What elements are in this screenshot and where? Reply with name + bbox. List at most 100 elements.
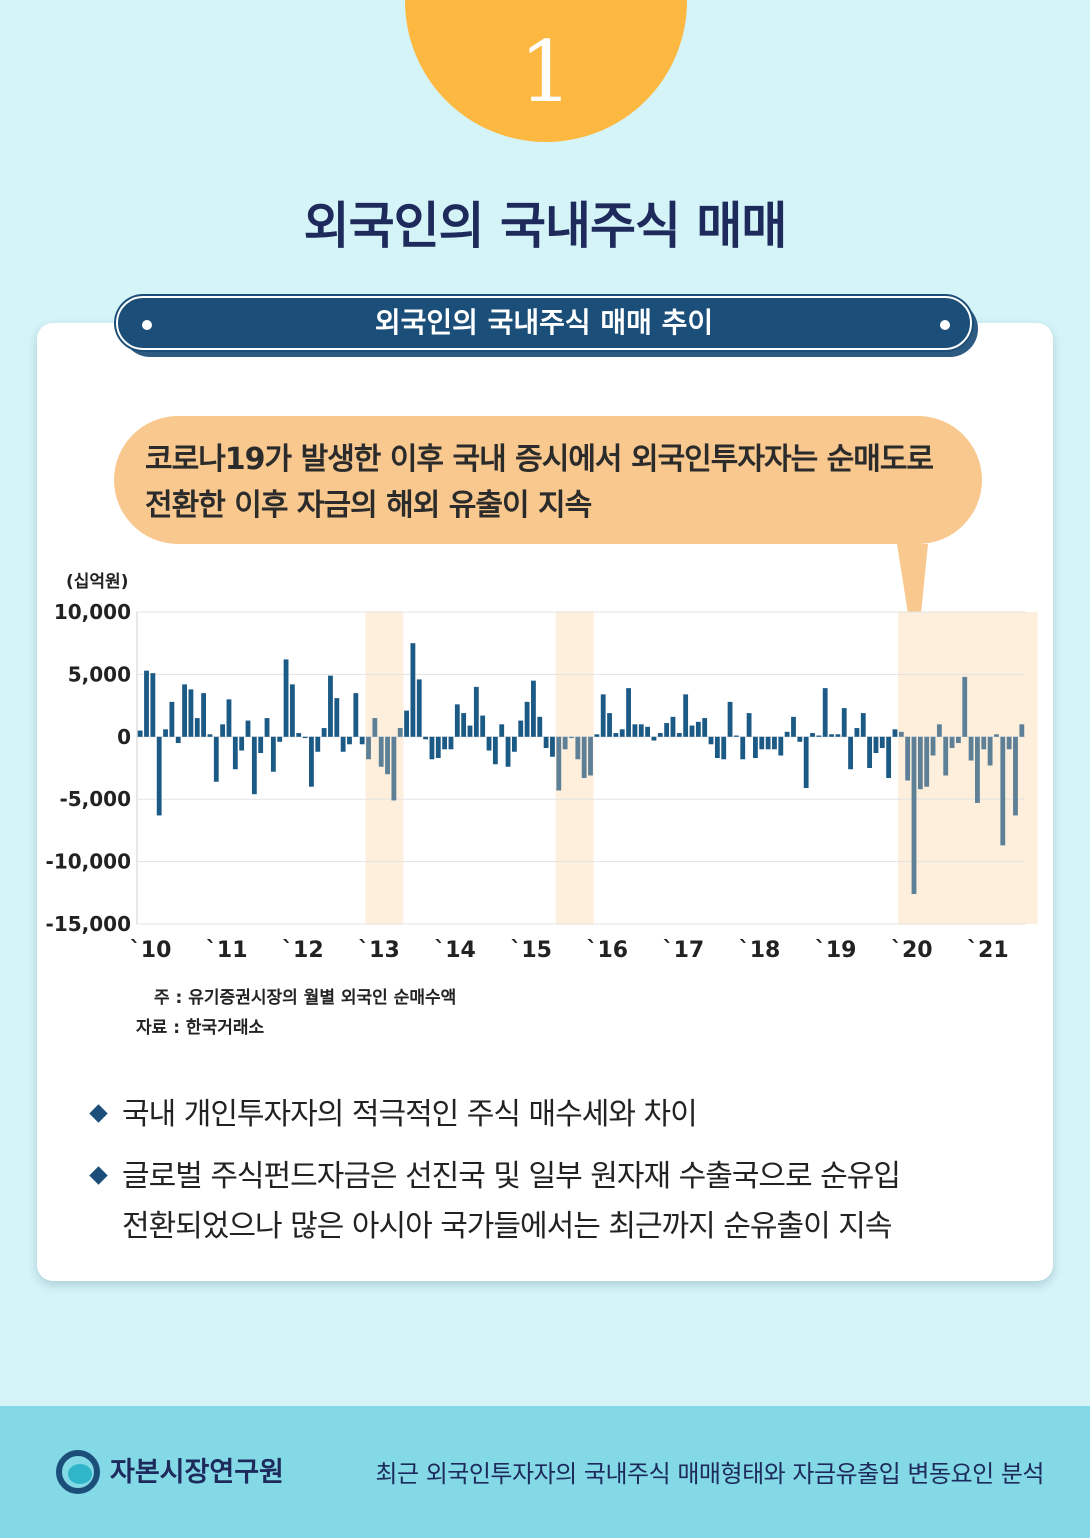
bar: [334, 698, 340, 737]
bar: [207, 734, 213, 737]
bar: [949, 736, 955, 749]
bar: [1019, 724, 1025, 737]
bar: [924, 736, 930, 787]
bar: [505, 736, 511, 767]
bar: [511, 736, 517, 752]
bar: [442, 736, 448, 750]
bar: [854, 728, 860, 737]
chart-note: 주 : 유기증권시장의 월별 외국인 순매수액: [154, 988, 457, 1008]
bar: [791, 716, 796, 737]
bar: [448, 736, 454, 750]
shaded-period: [555, 612, 594, 924]
bar: [531, 680, 536, 737]
chart-source: 자료 : 한국거래소: [136, 1018, 265, 1038]
org-name: 자본시장연구원: [110, 1457, 284, 1488]
bullet-text-continued: 전환되었으나 많은 아시아 국가들에서는 최근까지 순유출이 지속: [122, 1209, 892, 1244]
bar: [822, 688, 828, 737]
bar: [239, 736, 245, 751]
x-tick-label: `20: [891, 938, 933, 963]
x-tick-label: `13: [358, 938, 400, 963]
bar: [638, 724, 644, 737]
bullet-item: 글로벌 주식펀드자금은 선진국 및 일부 원자재 수출국으로 순유입 전환되었으…: [88, 1152, 1028, 1252]
y-tick-label: -5,000: [59, 787, 131, 811]
bar: [746, 713, 752, 737]
bar: [182, 684, 187, 737]
bar: [220, 724, 226, 737]
bar: [283, 659, 289, 737]
bar: [905, 736, 911, 781]
bar: [689, 725, 695, 737]
bar: [841, 708, 847, 737]
x-tick-label: `12: [282, 938, 324, 963]
bar: [733, 735, 739, 737]
bar: [702, 718, 708, 737]
ribbon-dot-left: [142, 320, 152, 330]
bullet-list: 국내 개인투자자의 적극적인 주식 매수세와 차이 글로벌 주식펀드자금은 선진…: [88, 1090, 1028, 1264]
bullet-text: 글로벌 주식펀드자금은 선진국 및 일부 원자재 수출국으로 순유입: [122, 1159, 901, 1194]
y-tick-label: -10,000: [46, 850, 131, 874]
badge-number: 1: [519, 23, 573, 121]
bar: [714, 736, 720, 759]
bar: [753, 736, 758, 759]
bar: [613, 733, 619, 737]
callout-text: 코로나19가 발생한 이후 국내 증시에서 외국인투자자는 순매도로 전환한 이…: [145, 437, 965, 529]
bar: [1006, 736, 1012, 750]
bar: [968, 736, 974, 761]
bar: [695, 721, 701, 737]
x-tick-label: `18: [739, 938, 781, 963]
bar: [664, 723, 670, 737]
bar: [1013, 736, 1018, 816]
y-tick-label: -15,000: [46, 912, 131, 936]
bar: [397, 728, 403, 737]
bar: [683, 694, 689, 737]
diamond-bullet-icon: [89, 1104, 108, 1123]
bar: [892, 729, 898, 737]
bar: [404, 710, 409, 737]
bar: [156, 736, 162, 816]
bar: [651, 736, 657, 741]
bar: [676, 733, 682, 737]
bar: [556, 736, 562, 791]
bar: [981, 736, 987, 750]
bar: [657, 733, 663, 737]
bar: [213, 736, 219, 782]
bar: [347, 736, 352, 745]
bar: [829, 734, 834, 737]
bar: [410, 643, 416, 737]
x-tick-label: `14: [434, 938, 476, 963]
x-tick-label: `19: [815, 938, 857, 963]
bar: [936, 724, 942, 737]
x-tick-label: `17: [663, 938, 705, 963]
bar: [575, 736, 581, 760]
bar: [277, 736, 283, 742]
bar: [562, 736, 568, 750]
bar: [480, 715, 486, 737]
bar: [315, 736, 321, 752]
bar: [366, 736, 371, 760]
bar: [632, 724, 638, 737]
bar: [328, 675, 333, 737]
bar: [975, 736, 980, 803]
callout-line-1: 코로나19가 발생한 이후 국내 증시에서 외국인투자자는 순매도로: [145, 442, 934, 477]
bar: [911, 736, 917, 895]
bar: [607, 713, 612, 737]
callout-line-2: 전환한 이후 자금의 해외 유출이 지속: [145, 488, 592, 523]
bar: [581, 736, 587, 778]
bullet-text: 국내 개인투자자의 적극적인 주식 매수세와 차이: [122, 1097, 698, 1132]
bar: [467, 725, 473, 737]
bar: [378, 736, 384, 767]
bar: [867, 736, 873, 768]
bar: [175, 736, 181, 744]
bar: [163, 729, 168, 737]
bar: [423, 736, 429, 740]
bar: [835, 734, 841, 737]
bar: [943, 736, 949, 776]
bar: [416, 679, 422, 737]
bar: [708, 736, 714, 745]
bar: [137, 730, 143, 737]
bar: [359, 736, 365, 745]
bar: [873, 736, 879, 754]
bar: [524, 701, 530, 737]
bar: [486, 736, 492, 751]
bar: [353, 693, 359, 737]
